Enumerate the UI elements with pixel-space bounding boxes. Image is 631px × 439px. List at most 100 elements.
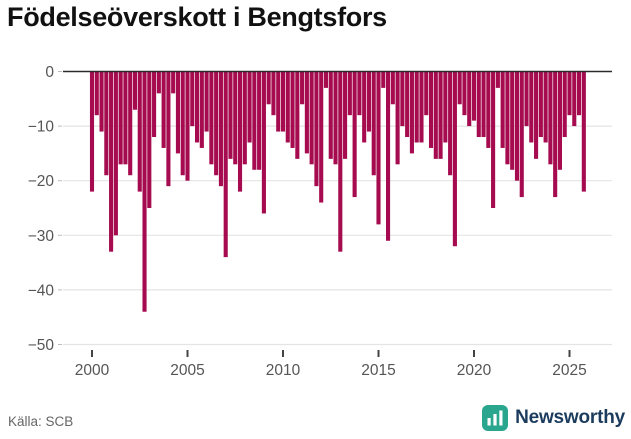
bar [343, 71, 348, 159]
newsworthy-wordmark: Newsworthy [515, 407, 625, 428]
bar [314, 71, 319, 187]
bar [142, 71, 147, 312]
bar [295, 71, 300, 159]
bar [233, 71, 238, 165]
bar [228, 71, 233, 159]
bar [500, 71, 505, 148]
bar [209, 71, 214, 165]
bar [433, 71, 438, 159]
bar [548, 71, 553, 165]
bar [505, 71, 510, 165]
bar [118, 71, 123, 165]
bar [290, 71, 295, 148]
bar [99, 71, 104, 132]
bar [271, 71, 276, 116]
bar [147, 71, 152, 208]
x-tick-label: 2005 [170, 362, 204, 379]
bar [467, 71, 472, 127]
bar [538, 71, 543, 138]
bar [524, 71, 529, 127]
bar [481, 71, 486, 138]
y-tick-label: −10 [28, 119, 55, 136]
bar [190, 71, 195, 127]
bar [419, 71, 424, 143]
bar [104, 71, 109, 176]
bar [567, 71, 572, 116]
y-tick-label: −20 [28, 173, 55, 190]
bar [543, 71, 548, 143]
bar [457, 71, 462, 105]
bar [352, 71, 357, 198]
bar [534, 71, 539, 159]
bar [199, 71, 204, 148]
bar [386, 71, 391, 241]
bar [405, 71, 410, 138]
bar [347, 71, 352, 116]
bar [452, 71, 457, 247]
bar [362, 71, 367, 143]
bar [175, 71, 180, 154]
bar [223, 71, 228, 258]
bar [252, 71, 257, 170]
bar [357, 71, 362, 116]
bar [137, 71, 142, 192]
bar [409, 71, 414, 154]
bar [171, 71, 176, 94]
source-note: Källa: SCB [8, 414, 74, 429]
bar [414, 71, 419, 143]
bar [562, 71, 567, 138]
bar [323, 71, 329, 88]
bar [581, 71, 586, 192]
y-tick-label: −40 [28, 282, 55, 299]
chart-title: Födelseöverskott i Bengtsfors [7, 2, 387, 32]
bar [166, 71, 171, 187]
bar [89, 71, 95, 192]
bar [247, 71, 252, 143]
bar [319, 71, 324, 203]
x-tick-label: 2020 [457, 362, 492, 379]
bar [261, 71, 266, 214]
bar [557, 71, 562, 170]
bar [333, 71, 338, 165]
bar [519, 71, 524, 198]
bar [266, 71, 271, 105]
bar [577, 71, 582, 116]
bar [304, 71, 309, 154]
bar [376, 71, 381, 225]
bar [395, 71, 400, 165]
bar [371, 71, 376, 176]
x-tick-label: 2015 [361, 362, 395, 379]
bar [128, 71, 133, 176]
bar [309, 71, 314, 165]
bar [495, 71, 500, 88]
bar [462, 71, 467, 116]
bar [185, 71, 190, 181]
bar [510, 71, 515, 170]
bar [424, 71, 429, 116]
newsworthy-logo: Newsworthy [482, 405, 625, 431]
bar [152, 71, 157, 138]
bar [218, 71, 223, 187]
bar [553, 71, 558, 198]
bar [242, 71, 247, 165]
bar [257, 71, 262, 170]
y-tick-label: −30 [28, 228, 55, 245]
bar [276, 71, 281, 132]
bar [280, 71, 286, 132]
bar [381, 71, 386, 88]
bar [94, 71, 99, 116]
bar [366, 71, 371, 132]
bar [572, 71, 577, 127]
bar [123, 71, 128, 165]
bar [285, 71, 290, 143]
bar [428, 71, 434, 148]
bar [300, 71, 305, 105]
bar [180, 71, 185, 176]
x-tick-label: 2025 [552, 362, 586, 379]
bar [491, 71, 496, 208]
newsworthy-logo-icon [482, 405, 509, 431]
x-tick-label: 2010 [266, 362, 301, 379]
bar [156, 71, 161, 94]
y-tick-label: −50 [28, 337, 55, 354]
bar [529, 71, 534, 143]
